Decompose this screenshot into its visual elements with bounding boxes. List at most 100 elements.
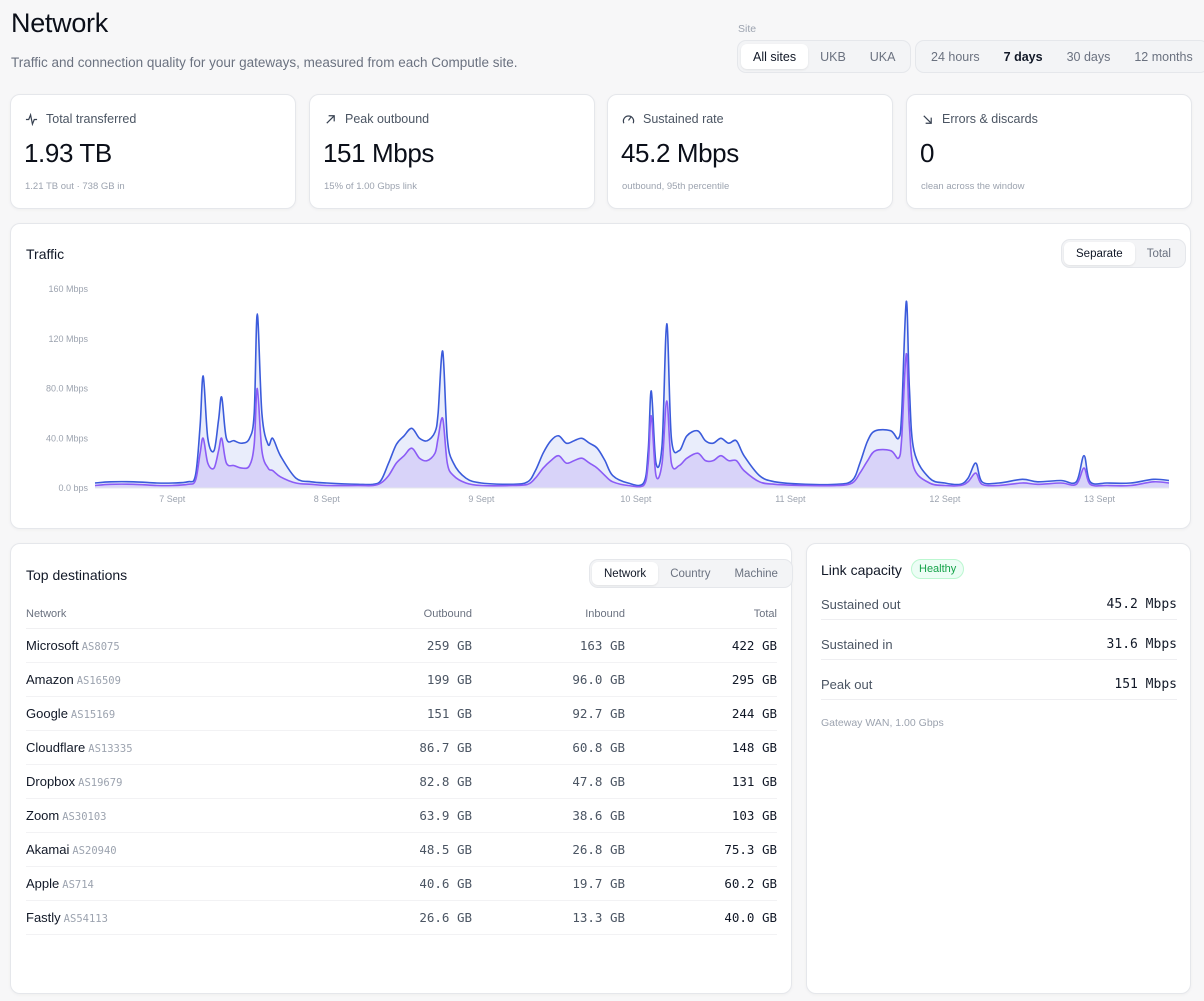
- network-name: Dropbox: [26, 773, 76, 789]
- outbound-cell: 40.6 GB: [326, 866, 472, 901]
- total-cell: 131 GB: [625, 764, 777, 799]
- total-cell: 295 GB: [625, 662, 777, 697]
- network-cell: Akamai AS20940: [26, 832, 326, 867]
- stat-note: 1.21 TB out · 738 GB in: [25, 181, 125, 192]
- outbound-cell: 259 GB: [326, 628, 472, 663]
- stat-note: 15% of 1.00 Gbps link: [324, 181, 417, 192]
- outbound-cell: 26.6 GB: [326, 900, 472, 935]
- capacity-label: Sustained out: [821, 596, 901, 612]
- network-cell: Cloudflare AS13335: [26, 730, 326, 765]
- y-tick-label: 120 Mbps: [48, 334, 88, 344]
- stat-label: Errors & discards: [942, 112, 1038, 126]
- destinations-table: Network Outbound Inbound Total Microsoft…: [26, 600, 777, 935]
- network-asn: AS15169: [70, 708, 116, 721]
- destinations-title: Top destinations: [26, 567, 128, 583]
- destinations-card: Top destinations Network Country Machine…: [10, 543, 793, 994]
- stat-value: 45.2 Mbps: [621, 138, 739, 168]
- outbound-cell: 86.7 GB: [326, 730, 472, 765]
- capacity-note: Gateway WAN, 1.00 Gbps: [821, 717, 944, 729]
- network-cell: Dropbox AS19679: [26, 764, 326, 799]
- capacity-value: 151 Mbps: [1114, 676, 1177, 692]
- network-asn: AS19679: [78, 776, 123, 789]
- mode-option-separate[interactable]: Separate: [1064, 242, 1135, 265]
- stat-label: Sustained rate: [643, 112, 724, 126]
- table-header-row: Network Outbound Inbound Total: [26, 600, 777, 629]
- column-header-outbound[interactable]: Outbound: [326, 600, 472, 629]
- stat-note: outbound, 95th percentile: [622, 181, 730, 192]
- inbound-cell: 38.6 GB: [472, 798, 625, 833]
- total-cell: 244 GB: [625, 696, 777, 731]
- inbound-cell: 92.7 GB: [472, 696, 625, 731]
- table-row[interactable]: Cloudflare AS13335 86.7 GB 60.8 GB 148 GB: [26, 730, 777, 765]
- network-name: Cloudflare: [26, 739, 86, 755]
- table-row[interactable]: Zoom AS30103 63.9 GB 38.6 GB 103 GB: [26, 798, 777, 833]
- network-asn: AS20940: [72, 844, 117, 857]
- stat-value: 151 Mbps: [323, 138, 434, 168]
- arrow-down-right-icon: [923, 114, 932, 124]
- tab-machine[interactable]: Machine: [734, 567, 778, 580]
- site-option-uka[interactable]: UKA: [869, 49, 896, 64]
- network-name: Google: [26, 705, 68, 721]
- x-tick-label: 7 Sept: [159, 494, 186, 504]
- x-tick-label: 13 Sept: [1084, 494, 1116, 504]
- inbound-cell: 26.8 GB: [472, 832, 625, 867]
- table-row[interactable]: Microsoft AS8075 259 GB 163 GB 422 GB: [26, 628, 777, 663]
- inbound-cell: 19.7 GB: [472, 866, 625, 901]
- table-row[interactable]: Google AS15169 151 GB 92.7 GB 244 GB: [26, 696, 777, 731]
- table-row[interactable]: Amazon AS16509 199 GB 96.0 GB 295 GB: [26, 662, 777, 697]
- inbound-cell: 13.3 GB: [472, 900, 625, 935]
- page-title: Network: [11, 8, 108, 38]
- traffic-card: 0.0 bps 40.0 Mbps 80.0 Mbps 120 Mbps 160 Mbp…: [10, 223, 1191, 529]
- network-name: Fastly: [26, 909, 61, 925]
- stat-card-peak-outbound: Peak outbound 151 Mbps 15% of 1.00 Gbps …: [309, 94, 595, 209]
- network-cell: Amazon AS16509: [26, 662, 326, 697]
- series-area-1: [95, 301, 1169, 488]
- stat-card-sustained-rate: Sustained rate 45.2 Mbps outbound, 95th …: [607, 94, 893, 209]
- traffic-mode-selector: Separate Total: [1061, 239, 1186, 268]
- table-row[interactable]: Dropbox AS19679 82.8 GB 47.8 GB 131 GB: [26, 764, 777, 799]
- stat-label: Total transferred: [46, 112, 137, 126]
- stat-label: Peak outbound: [345, 112, 430, 126]
- traffic-chart: 0.0 bps 40.0 Mbps 80.0 Mbps 120 Mbps 160 Mbp…: [46, 284, 1170, 504]
- inbound-cell: 163 GB: [472, 628, 625, 663]
- total-cell: 148 GB: [625, 730, 777, 765]
- stat-value: 1.93 TB: [24, 138, 112, 168]
- range-option-12m[interactable]: 12 months: [1134, 49, 1193, 64]
- outbound-cell: 63.9 GB: [326, 798, 472, 833]
- network-name: Amazon: [26, 671, 74, 687]
- stat-value: 0: [920, 138, 935, 168]
- x-tick-label: 11 Sept: [775, 494, 806, 504]
- range-option-30d[interactable]: 30 days: [1066, 49, 1111, 64]
- site-option-ukb[interactable]: UKB: [820, 49, 846, 64]
- x-tick-label: 10 Sept: [620, 494, 652, 504]
- network-asn: AS714: [62, 878, 94, 891]
- table-row[interactable]: Fastly AS54113 26.6 GB 13.3 GB 40.0 GB: [26, 900, 777, 935]
- tab-country[interactable]: Country: [670, 567, 711, 580]
- y-tick-label: 160 Mbps: [48, 284, 88, 294]
- range-option-24h[interactable]: 24 hours: [931, 49, 980, 64]
- link-capacity-card: Link capacity Healthy Sustained out 45.2…: [806, 543, 1191, 994]
- site-filter-label: Site: [738, 23, 757, 35]
- network-name: Microsoft: [26, 637, 79, 653]
- status-badge: Healthy: [911, 559, 965, 579]
- table-row[interactable]: Akamai AS20940 48.5 GB 26.8 GB 75.3 GB: [26, 832, 777, 867]
- pulse-icon: [25, 112, 38, 126]
- network-asn: AS30103: [62, 810, 107, 823]
- tab-network[interactable]: Network: [592, 562, 659, 585]
- site-option-all[interactable]: All sites: [741, 44, 809, 69]
- column-header-total[interactable]: Total: [625, 600, 777, 629]
- column-header-inbound[interactable]: Inbound: [472, 600, 625, 629]
- outbound-cell: 82.8 GB: [326, 764, 472, 799]
- outbound-cell: 199 GB: [326, 662, 472, 697]
- stat-card-errors: Errors & discards 0 clean across the win…: [906, 94, 1192, 209]
- total-cell: 75.3 GB: [625, 832, 777, 867]
- network-name: Zoom: [26, 807, 60, 823]
- stat-note: clean across the window: [921, 181, 1025, 192]
- column-header-network[interactable]: Network: [26, 600, 326, 629]
- mode-option-total[interactable]: Total: [1146, 247, 1171, 260]
- inbound-cell: 47.8 GB: [472, 764, 625, 799]
- range-option-7d[interactable]: 7 days: [1003, 49, 1043, 64]
- table-row[interactable]: Apple AS714 40.6 GB 19.7 GB 60.2 GB: [26, 866, 777, 901]
- total-cell: 422 GB: [625, 628, 777, 663]
- network-name: Apple: [26, 875, 60, 891]
